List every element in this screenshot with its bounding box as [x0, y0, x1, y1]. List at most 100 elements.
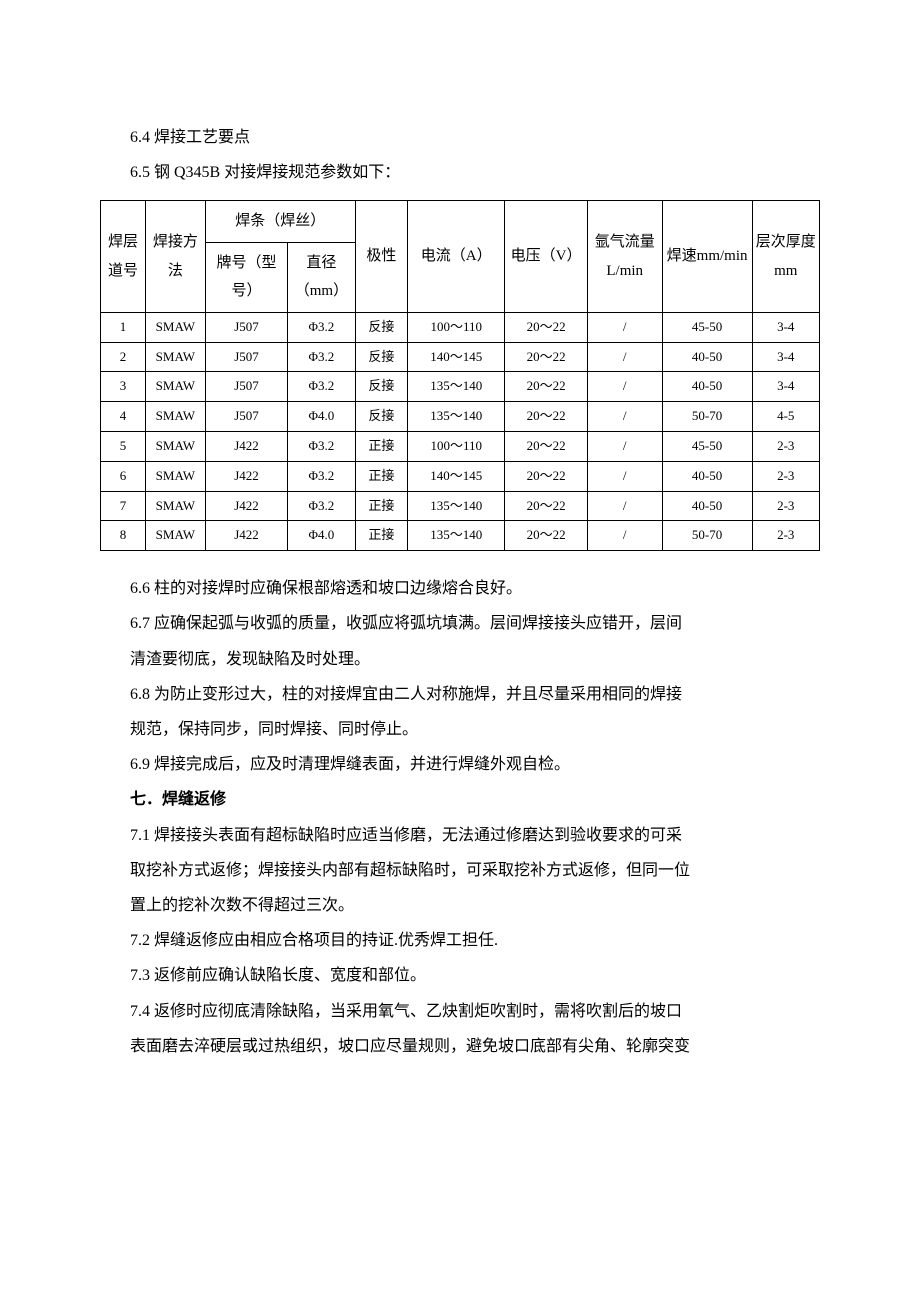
hdr-current: 电流（A）: [408, 201, 505, 313]
hdr-method: 焊接方法: [145, 201, 205, 313]
table-cell-brand: J507: [205, 372, 287, 402]
page-container: 6.4 焊接工艺要点 6.5 钢 Q345B 对接焊接规范参数如下： 焊层道号 …: [0, 0, 920, 1302]
hdr-polarity: 极性: [355, 201, 407, 313]
table-cell-argon: /: [587, 432, 662, 462]
para-7-2: 7.2 焊缝返修应由相应合格项目的持证.优秀焊工担任.: [130, 923, 820, 958]
para-7-1c: 置上的挖补次数不得超过三次。: [130, 888, 820, 923]
hdr-thickness: 层次厚度mm: [752, 201, 819, 313]
table-cell-volt: 20～22: [505, 312, 587, 342]
para-6-4: 6.4 焊接工艺要点: [130, 120, 820, 155]
table-cell-cur: 135～140: [408, 521, 505, 551]
table-cell-idx: 5: [101, 432, 146, 462]
table-cell-idx: 4: [101, 402, 146, 432]
table-cell-argon: /: [587, 521, 662, 551]
para-7-1a: 7.1 焊接接头表面有超标缺陷时应适当修磨，无法通过修磨达到验收要求的可采: [130, 818, 820, 853]
table-row: 8SMAWJ422Φ4.0正接135～14020～22/50-702-3: [101, 521, 820, 551]
table-cell-speed: 40-50: [662, 372, 752, 402]
table-cell-pol: 反接: [355, 372, 407, 402]
table-cell-speed: 45-50: [662, 432, 752, 462]
table-cell-pol: 反接: [355, 312, 407, 342]
table-cell-idx: 1: [101, 312, 146, 342]
table-cell-brand: J422: [205, 461, 287, 491]
table-cell-speed: 40-50: [662, 461, 752, 491]
table-header-row-1: 焊层道号 焊接方法 焊条（焊丝） 极性 电流（A） 电压（V） 氩气流量L/mi…: [101, 201, 820, 243]
table-cell-idx: 2: [101, 342, 146, 372]
table-row: 7SMAWJ422Φ3.2正接135～14020～22/40-502-3: [101, 491, 820, 521]
para-6-8b: 规范，保持同步，同时焊接、同时停止。: [130, 712, 820, 747]
table-cell-dia: Φ3.2: [288, 461, 355, 491]
welding-params-table: 焊层道号 焊接方法 焊条（焊丝） 极性 电流（A） 电压（V） 氩气流量L/mi…: [100, 200, 820, 551]
table-head: 焊层道号 焊接方法 焊条（焊丝） 极性 电流（A） 电压（V） 氩气流量L/mi…: [101, 201, 820, 313]
table-cell-thick: 3-4: [752, 372, 819, 402]
table-cell-method: SMAW: [145, 312, 205, 342]
table-cell-dia: Φ3.2: [288, 342, 355, 372]
table-cell-argon: /: [587, 402, 662, 432]
table-cell-thick: 2-3: [752, 432, 819, 462]
table-cell-cur: 140～145: [408, 461, 505, 491]
table-cell-pol: 正接: [355, 521, 407, 551]
table-cell-speed: 40-50: [662, 342, 752, 372]
para-7-3: 7.3 返修前应确认缺陷长度、宽度和部位。: [130, 958, 820, 993]
para-6-8a: 6.8 为防止变形过大，柱的对接焊宜由二人对称施焊，并且尽量采用相同的焊接: [130, 677, 820, 712]
para-6-7a: 6.7 应确保起弧与收弧的质量，收弧应将弧坑填满。层间焊接接头应错开，层间: [130, 606, 820, 641]
table-cell-brand: J422: [205, 432, 287, 462]
table-cell-volt: 20～22: [505, 372, 587, 402]
table-cell-cur: 135～140: [408, 491, 505, 521]
table-cell-pol: 反接: [355, 342, 407, 372]
hdr-speed: 焊速mm/min: [662, 201, 752, 313]
table-row: 5SMAWJ422Φ3.2正接100～11020～22/45-502-3: [101, 432, 820, 462]
table-cell-idx: 6: [101, 461, 146, 491]
table-cell-volt: 20～22: [505, 491, 587, 521]
table-cell-method: SMAW: [145, 402, 205, 432]
table-cell-idx: 7: [101, 491, 146, 521]
hdr-argon: 氩气流量L/min: [587, 201, 662, 313]
table-cell-brand: J507: [205, 312, 287, 342]
table-cell-volt: 20～22: [505, 342, 587, 372]
table-cell-thick: 2-3: [752, 461, 819, 491]
table-cell-dia: Φ3.2: [288, 372, 355, 402]
table-row: 2SMAWJ507Φ3.2反接140～14520～22/40-503-4: [101, 342, 820, 372]
table-cell-thick: 2-3: [752, 491, 819, 521]
hdr-diameter: 直径（mm）: [288, 242, 355, 312]
table-cell-speed: 40-50: [662, 491, 752, 521]
para-7-4a: 7.4 返修时应彻底清除缺陷，当采用氧气、乙炔割炬吹割时，需将吹割后的坡口: [130, 994, 820, 1029]
table-cell-dia: Φ4.0: [288, 521, 355, 551]
table-cell-method: SMAW: [145, 521, 205, 551]
table-cell-speed: 50-70: [662, 521, 752, 551]
table-cell-thick: 4-5: [752, 402, 819, 432]
table-cell-dia: Φ3.2: [288, 432, 355, 462]
table-cell-method: SMAW: [145, 461, 205, 491]
table-cell-brand: J507: [205, 342, 287, 372]
table-cell-cur: 140～145: [408, 342, 505, 372]
table-cell-pol: 正接: [355, 491, 407, 521]
table-cell-speed: 50-70: [662, 402, 752, 432]
table-row: 1SMAWJ507Φ3.2反接100～11020～22/45-503-4: [101, 312, 820, 342]
table-cell-argon: /: [587, 312, 662, 342]
hdr-brand: 牌号（型号）: [205, 242, 287, 312]
table-body: 1SMAWJ507Φ3.2反接100～11020～22/45-503-42SMA…: [101, 312, 820, 550]
para-7-1b: 取挖补方式返修；焊接接头内部有超标缺陷时，可采取挖补方式返修，但同一位: [130, 853, 820, 888]
para-6-6: 6.6 柱的对接焊时应确保根部熔透和坡口边缘熔合良好。: [130, 571, 820, 606]
table-cell-cur: 100～110: [408, 432, 505, 462]
table-cell-method: SMAW: [145, 372, 205, 402]
table-cell-argon: /: [587, 461, 662, 491]
para-6-9: 6.9 焊接完成后，应及时清理焊缝表面，并进行焊缝外观自检。: [130, 747, 820, 782]
table-cell-idx: 3: [101, 372, 146, 402]
table-cell-cur: 135～140: [408, 402, 505, 432]
table-cell-pol: 反接: [355, 402, 407, 432]
hdr-idx: 焊层道号: [101, 201, 146, 313]
table-cell-speed: 45-50: [662, 312, 752, 342]
para-6-5: 6.5 钢 Q345B 对接焊接规范参数如下：: [130, 155, 820, 190]
table-cell-pol: 正接: [355, 432, 407, 462]
table-cell-thick: 3-4: [752, 342, 819, 372]
table-row: 3SMAWJ507Φ3.2反接135～14020～22/40-503-4: [101, 372, 820, 402]
table-cell-volt: 20～22: [505, 402, 587, 432]
table-cell-volt: 20～22: [505, 432, 587, 462]
table-row: 4SMAWJ507Φ4.0反接135～14020～22/50-704-5: [101, 402, 820, 432]
table-cell-dia: Φ4.0: [288, 402, 355, 432]
table-cell-argon: /: [587, 372, 662, 402]
table-cell-method: SMAW: [145, 491, 205, 521]
table-row: 6SMAWJ422Φ3.2正接140～14520～22/40-502-3: [101, 461, 820, 491]
table-cell-idx: 8: [101, 521, 146, 551]
table-cell-volt: 20～22: [505, 461, 587, 491]
